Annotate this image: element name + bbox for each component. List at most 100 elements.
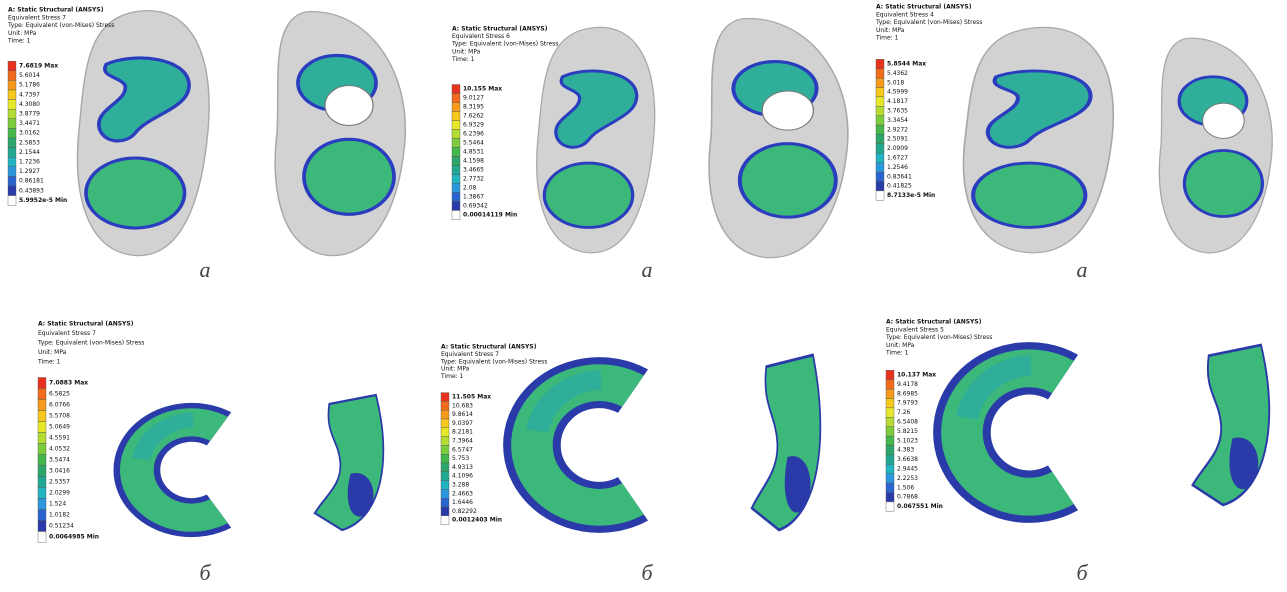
legend-label: 2.0299 <box>49 490 70 497</box>
legend-label: 5.0649 <box>49 424 70 431</box>
model-view <box>315 395 384 530</box>
legend-label: 8.3195 <box>463 104 484 111</box>
header-line: A: Static Structural (ANSYS) <box>876 4 972 11</box>
legend-swatch <box>8 148 16 158</box>
model-view <box>962 365 1063 496</box>
stress-zone <box>304 139 394 214</box>
legend-swatch <box>876 191 884 200</box>
panel: A: Static Structural (ANSYS)Equivalent S… <box>440 344 820 586</box>
legend-swatch <box>452 130 460 139</box>
legend-label: 4.1598 <box>463 158 484 165</box>
model-view <box>532 380 633 508</box>
bone-surface <box>1159 38 1272 253</box>
legend-swatch <box>38 422 46 433</box>
figure: A: Static Structural (ANSYS)Equivalent S… <box>0 0 1287 592</box>
header-line: Time: 1 <box>440 373 464 380</box>
legend-label: 2.5091 <box>887 136 908 143</box>
header-line: A: Static Structural (ANSYS) <box>441 344 537 351</box>
legend-label: 4.383 <box>897 447 914 454</box>
legend-label: 10.155 Max <box>463 86 502 93</box>
header-line: Type: Equivalent (von-Mises) Stress <box>37 340 144 347</box>
legend-label: 7.6262 <box>463 113 484 120</box>
legend-label: 0.69342 <box>463 203 488 210</box>
legend-swatch <box>8 138 16 148</box>
legend-swatch <box>8 176 16 186</box>
legend-label: 7.9793 <box>897 400 918 407</box>
model-view <box>1193 345 1270 505</box>
caption: б <box>199 560 211 585</box>
panel: A: Static Structural (ANSYS)Equivalent S… <box>451 19 848 283</box>
legend-swatch <box>441 454 449 463</box>
legend-label: 5.6014 <box>19 72 40 79</box>
header-line: Type: Equivalent (von-Mises) Stress <box>885 334 992 341</box>
legend-label: 9.0127 <box>463 95 484 102</box>
legend-label: 1.7236 <box>19 159 40 166</box>
legend-label: 3.4471 <box>19 120 40 127</box>
legend-label: 2.08 <box>463 185 477 192</box>
legend-label: 9.4178 <box>897 381 918 388</box>
panel: A: Static Structural (ANSYS)Equivalent S… <box>885 319 1269 586</box>
legend-swatch <box>38 433 46 444</box>
header-line: Equivalent Stress 6 <box>452 33 510 40</box>
legend-swatch <box>38 466 46 477</box>
legend-swatch <box>876 182 884 191</box>
legend-swatch <box>452 193 460 202</box>
legend-label: 4.5999 <box>887 89 908 96</box>
legend-label: 4.9313 <box>452 464 473 471</box>
legend-swatch <box>876 116 884 125</box>
header-line: A: Static Structural (ANSYS) <box>38 321 134 328</box>
legend-swatch <box>441 410 449 419</box>
legend-swatch <box>876 78 884 87</box>
legend-label: 2.7732 <box>463 176 484 183</box>
legend-label: 4.5591 <box>49 435 70 442</box>
legend-swatch <box>886 446 894 455</box>
header-line: A: Static Structural (ANSYS) <box>886 319 982 326</box>
legend-label: 10.137 Max <box>897 372 936 379</box>
header-line: A: Static Structural (ANSYS) <box>8 7 104 14</box>
legend-swatch <box>38 389 46 400</box>
legend-swatch <box>441 437 449 446</box>
legend-label: 6.0766 <box>49 402 70 409</box>
legend-swatch <box>38 378 46 389</box>
legend-swatch <box>38 400 46 411</box>
legend-swatch <box>38 499 46 510</box>
legend-swatch <box>886 436 894 445</box>
legend-label: 0.86181 <box>19 178 44 185</box>
caption: а <box>200 257 211 282</box>
legend-label: 0.067551 Min <box>897 503 943 510</box>
legend-swatch <box>441 472 449 481</box>
legend-label: 3.6638 <box>897 456 918 463</box>
header-line: Equivalent Stress 5 <box>886 326 944 333</box>
legend-label: 1.2546 <box>887 164 908 171</box>
model-view <box>137 420 219 518</box>
legend-label: 4.3080 <box>19 101 40 108</box>
legend-label: 0.43893 <box>19 187 44 194</box>
header-line: Unit: MPa <box>886 342 915 349</box>
stress-zone <box>740 144 836 218</box>
legend-swatch <box>441 393 449 402</box>
legend-label: 8.7133e-5 Min <box>887 192 935 199</box>
legend-label: 0.82292 <box>452 508 477 515</box>
legend-label: 3.3454 <box>887 117 908 124</box>
legend-swatch <box>876 153 884 162</box>
legend-swatch <box>876 69 884 78</box>
legend-label: 3.4665 <box>463 167 484 174</box>
legend-swatch <box>8 100 16 110</box>
model-view <box>77 11 209 256</box>
header-line: Time: 1 <box>885 350 909 357</box>
bone-surface <box>709 19 848 258</box>
legend-label: 4.1817 <box>887 98 908 105</box>
legend-label: 6.5408 <box>897 419 918 426</box>
legend-swatch <box>441 516 449 525</box>
model-view <box>1159 38 1272 253</box>
legend-swatch <box>452 85 460 94</box>
legend-label: 0.0012403 Min <box>452 517 502 524</box>
legend-swatch <box>452 103 460 112</box>
hole <box>325 86 373 126</box>
legend-swatch <box>8 157 16 167</box>
legend-swatch <box>876 172 884 181</box>
legend-label: 3.0162 <box>19 130 40 137</box>
legend-swatch <box>8 61 16 71</box>
legend-label: 6.5747 <box>452 446 473 453</box>
legend-label: 0.83641 <box>887 173 912 180</box>
